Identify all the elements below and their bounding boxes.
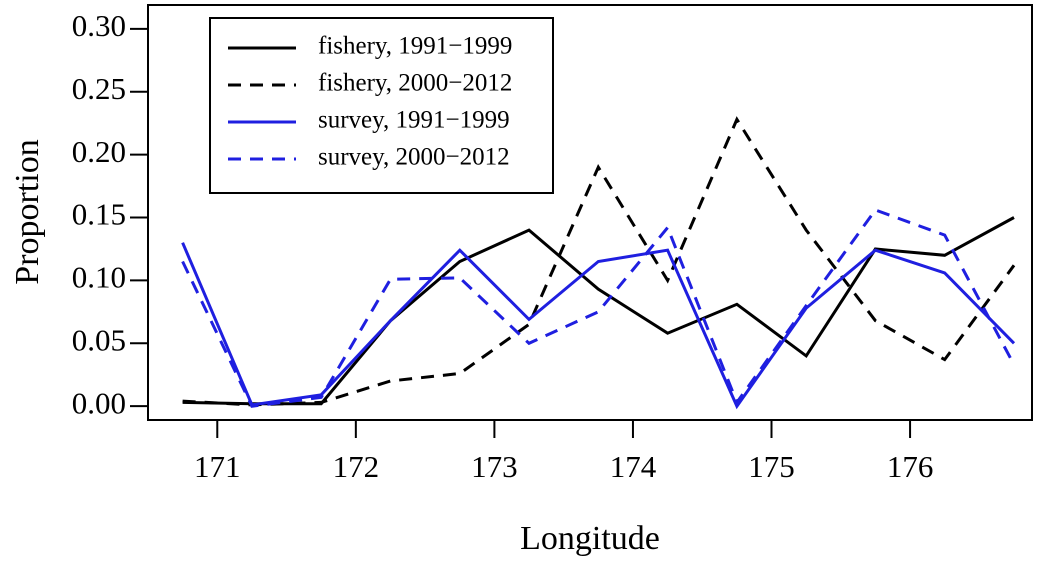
legend-label: fishery, 1991−1999 [318, 33, 512, 60]
series-line [182, 216, 1015, 406]
x-tick-label: 174 [610, 449, 657, 484]
series-line [181, 242, 1016, 410]
y-tick-label: 0.05 [72, 322, 126, 357]
x-tick-label: 173 [471, 449, 518, 484]
legend-label: fishery, 2000−2012 [318, 70, 512, 97]
plot-box [147, 4, 1033, 421]
series-line [182, 116, 1016, 407]
legend-label: survey, 2000−2012 [318, 144, 510, 171]
series-line [181, 208, 1016, 408]
x-axis-label: Longitude [520, 520, 660, 557]
y-tick-label: 0.20 [72, 134, 126, 169]
x-tick-label: 175 [748, 449, 795, 484]
y-tick-label: 0.30 [72, 8, 126, 43]
y-tick-label: 0.00 [72, 385, 126, 420]
y-tick-label: 0.10 [72, 260, 126, 295]
x-tick-label: 171 [194, 449, 241, 484]
legend-label: survey, 1991−1999 [318, 107, 510, 134]
y-tick-label: 0.25 [72, 71, 126, 106]
y-axis-label: Proportion [9, 139, 46, 284]
x-tick-label: 172 [333, 449, 380, 484]
y-tick-label: 0.15 [72, 197, 126, 232]
x-tick-label: 176 [887, 449, 934, 484]
